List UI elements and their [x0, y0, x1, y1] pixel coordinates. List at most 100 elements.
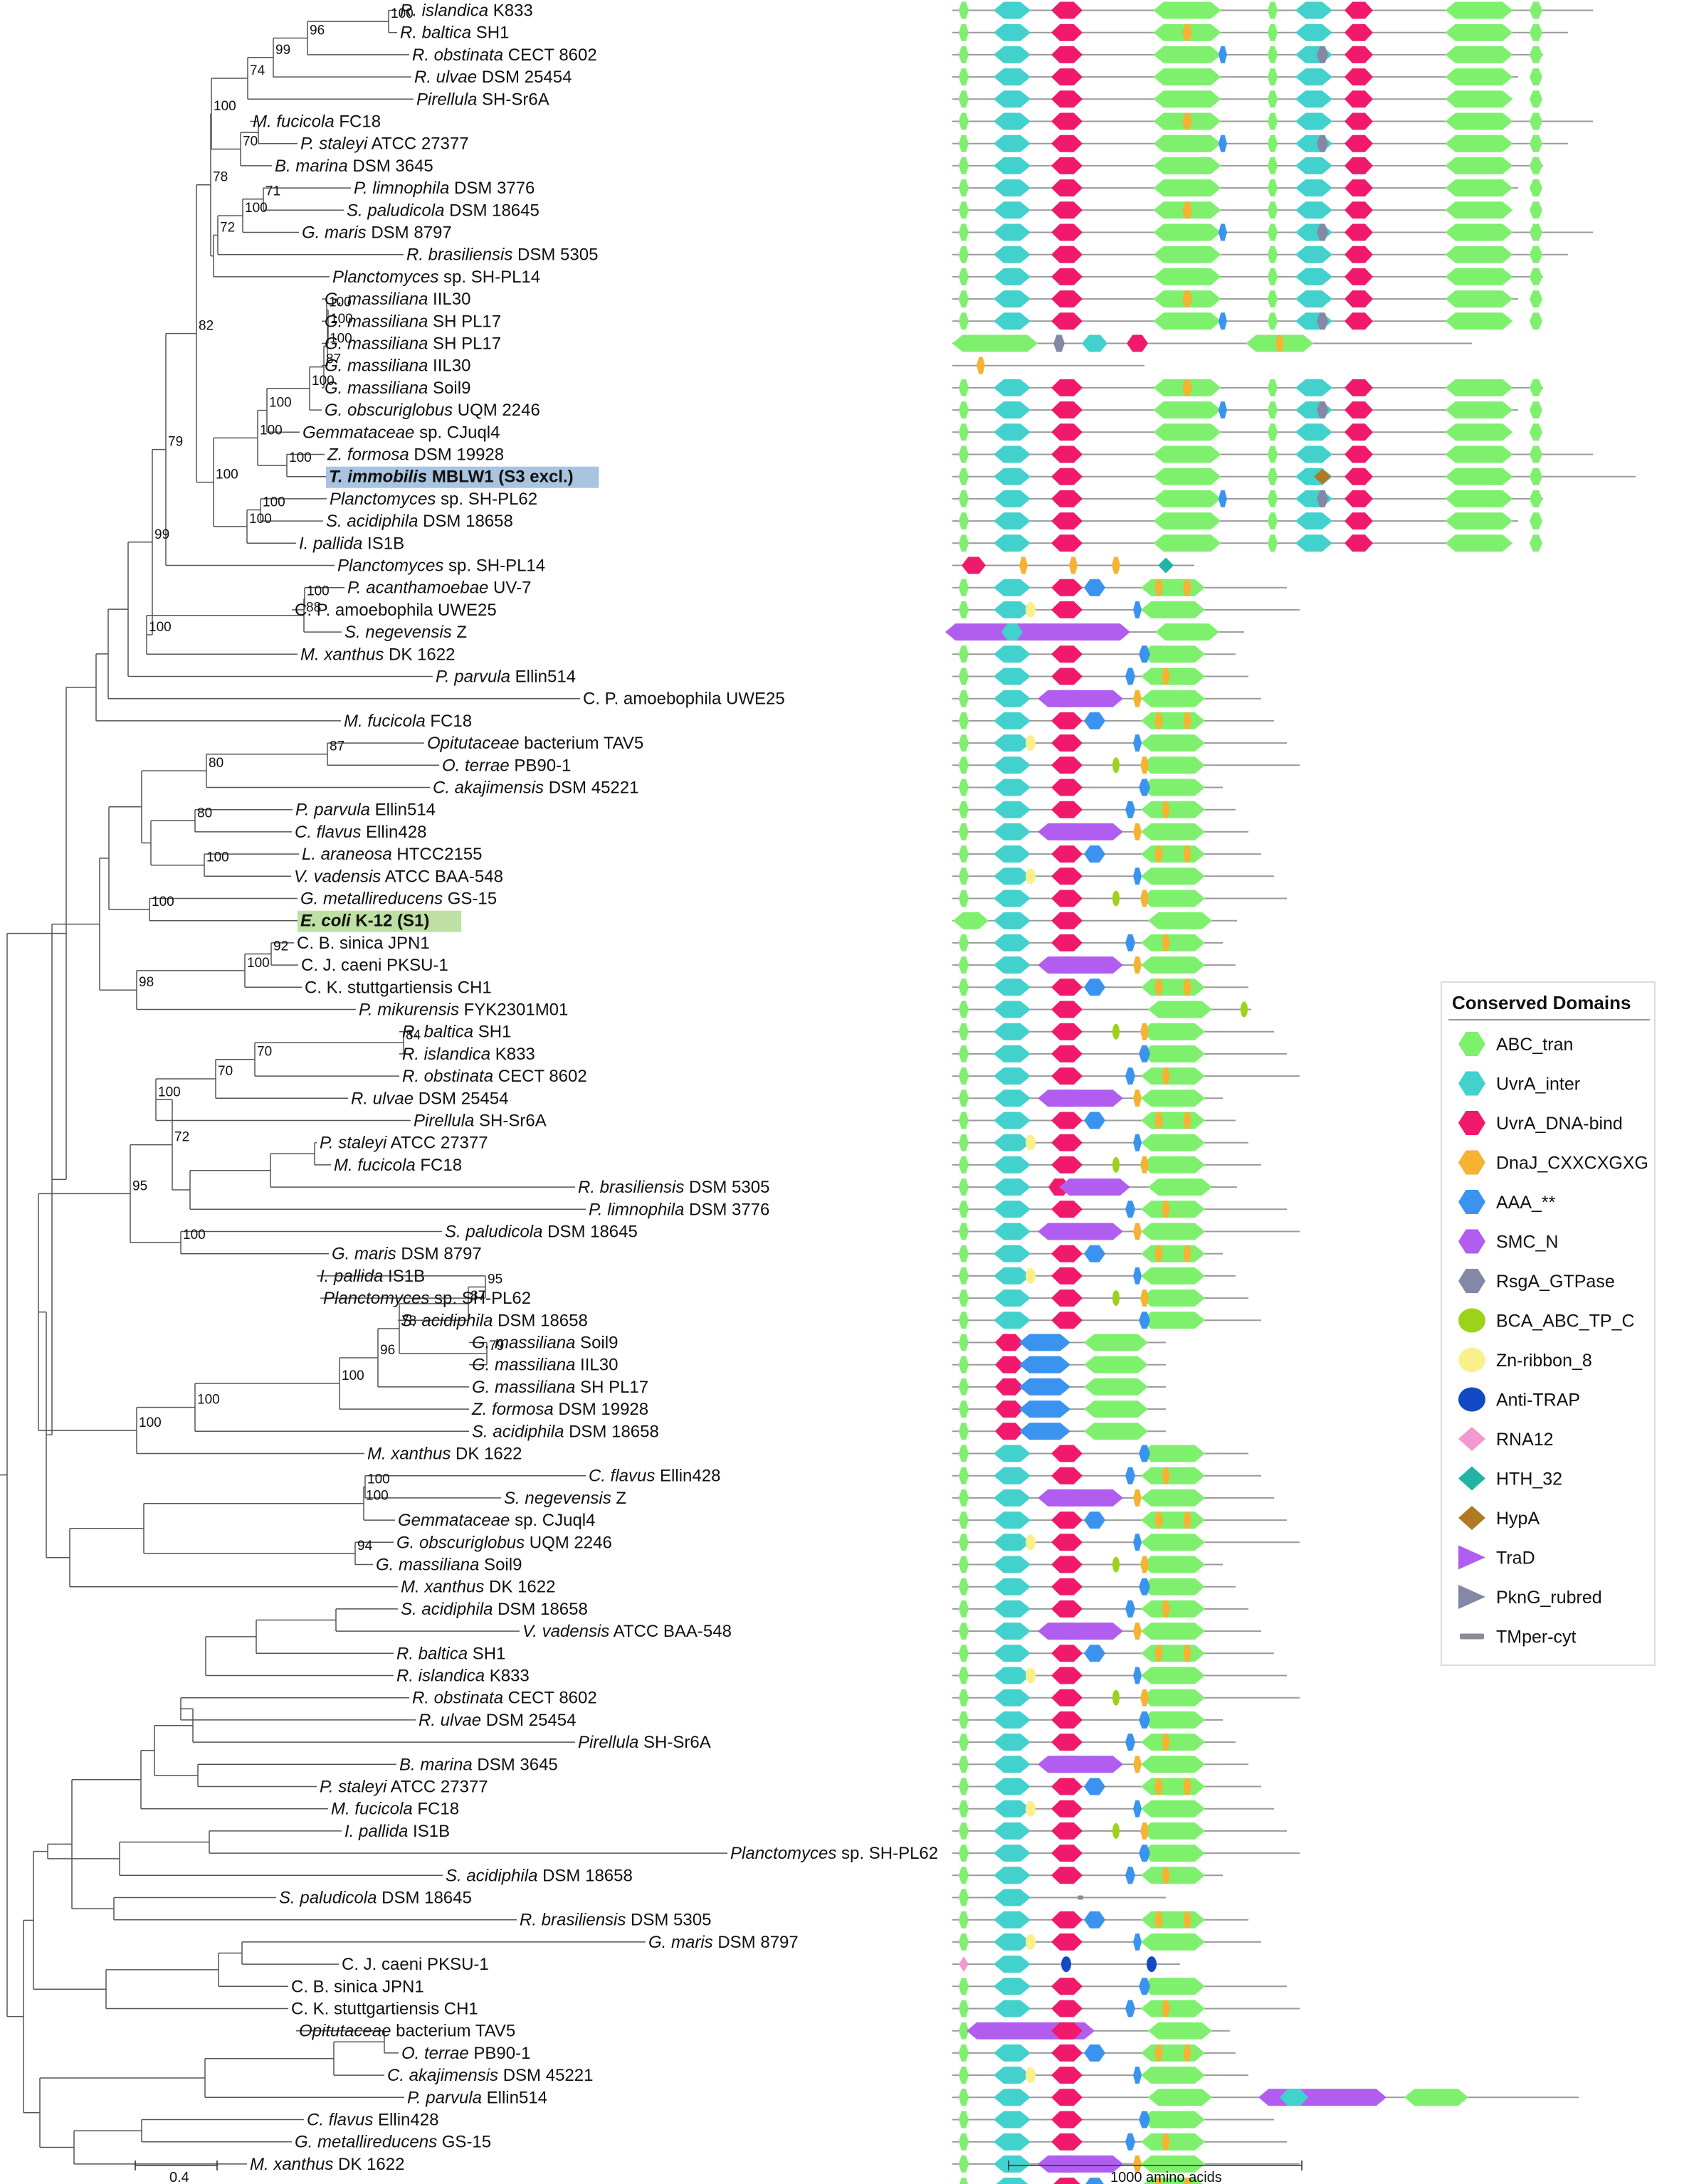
taxon-label: Pirellula SH-Sr6A — [414, 1112, 547, 1131]
strain-name: SH1 — [471, 23, 509, 43]
legend-label: AAA_** — [1496, 1193, 1556, 1213]
uvra-inter-domain — [994, 1445, 1031, 1462]
abc-tran-domain — [1141, 645, 1205, 663]
svg-text:B. marina DSM 3645: B. marina DSM 3645 — [399, 1755, 558, 1774]
svg-text:S. negevensis Z: S. negevensis Z — [344, 623, 467, 642]
protein-architecture — [952, 2089, 1579, 2106]
taxon-name: M. xanthus — [401, 1578, 484, 1597]
aaa--domain — [1125, 1600, 1135, 1618]
aaa--domain — [1084, 845, 1105, 863]
uvra-inter-domain — [994, 268, 1031, 285]
abc-tran-domain — [1268, 157, 1278, 174]
aaa--domain — [1133, 1667, 1142, 1684]
abc-tran-domain — [959, 1556, 969, 1573]
uvra-dna-bind-domain — [1344, 134, 1373, 152]
abc-tran-domain — [1141, 1267, 1205, 1284]
abc-tran-domain — [1141, 1756, 1205, 1773]
uvra-inter-domain — [994, 1845, 1031, 1862]
protein-architecture — [952, 1045, 1287, 1062]
protein-architecture — [952, 1800, 1274, 1818]
strain-name: SH-Sr6A — [477, 90, 549, 109]
taxon-label: C. K. stuttgartiensis CH1 — [291, 2000, 478, 2019]
zn-ribbon-8-domain — [1026, 735, 1036, 751]
bootstrap-value: 94 — [357, 1539, 373, 1553]
strain-name: UV-7 — [488, 579, 531, 598]
legend-label: TMper-cyt — [1496, 1628, 1577, 1647]
uvra-dna-bind-domain — [1053, 2178, 1080, 2184]
uvra-dna-bind-domain — [1051, 401, 1083, 419]
uvra-inter-domain — [994, 1534, 1031, 1551]
taxon-name: C. P. amoebophila — [583, 690, 722, 709]
legend-label: SMC_N — [1496, 1233, 1559, 1252]
uvra-dna-bind-domain — [1344, 201, 1373, 219]
taxon-name: G. massiliana — [325, 290, 428, 309]
bootstrap-value: 100 — [263, 495, 285, 510]
protein-architecture — [952, 756, 1300, 774]
taxon-label: C. B. sinica JPN1 — [291, 1977, 424, 1996]
protein-architecture — [952, 1645, 1274, 1662]
uvra-inter-domain — [994, 845, 1031, 863]
taxon-name: Z. formosa — [327, 445, 409, 465]
svg-text:C. J. caeni PKSU-1: C. J. caeni PKSU-1 — [342, 1955, 489, 1974]
protein-architecture — [952, 668, 1248, 685]
abc-tran-domain — [959, 1245, 969, 1262]
protein-architecture — [952, 1134, 1248, 1151]
abc-tran-domain — [1404, 2089, 1468, 2106]
bootstrap-value: 70 — [218, 1064, 233, 1079]
rna12-domain — [959, 1956, 969, 1973]
uvra-inter-domain — [994, 445, 1031, 463]
uvra-dna-bind-domain — [1051, 1023, 1083, 1040]
uvra-dna-bind-domain — [1344, 468, 1373, 485]
uvra-dna-bind-domain — [1051, 423, 1083, 441]
taxon-label: I. pallida IS1B — [344, 1822, 450, 1841]
svg-text:S. acidiphila DSM 18658: S. acidiphila DSM 18658 — [326, 512, 513, 531]
anti-trap-domain — [1147, 1956, 1157, 1973]
taxon-label: R. ulvae DSM 25454 — [419, 1711, 576, 1730]
protein-architecture — [952, 1689, 1300, 1706]
strain-name: DSM 18658 — [537, 1866, 632, 1885]
dnaj-cxxcxgxg-domain — [1183, 712, 1191, 729]
uvra-dna-bind-domain — [1344, 112, 1373, 130]
uvra-dna-bind-domain — [1051, 2022, 1083, 2040]
smc-n-domain — [1038, 2155, 1123, 2173]
abc-tran-domain — [1445, 290, 1513, 308]
strain-name: bacterium TAV5 — [519, 734, 643, 753]
svg-text:G. obscuriglobus UQM 2246: G. obscuriglobus UQM 2246 — [396, 1533, 612, 1552]
abc-tran-domain — [1445, 312, 1513, 330]
dnaj-cxxcxgxg-domain — [1019, 556, 1028, 574]
abc-tran-domain — [959, 112, 969, 130]
protein-architecture — [952, 134, 1568, 152]
abc-tran-domain — [1141, 1800, 1205, 1818]
uvra-inter-domain — [994, 1156, 1031, 1173]
abc-tran-domain — [1445, 468, 1513, 485]
protein-architecture — [952, 1178, 1237, 1196]
strain-name: sp. CJuql4 — [414, 423, 500, 442]
legend-label: RNA12 — [1496, 1430, 1554, 1450]
uvra-dna-bind-domain — [1051, 601, 1083, 618]
taxon-label: M. xanthus DK 1622 — [401, 1578, 555, 1597]
dnaj-cxxcxgxg-domain — [1162, 668, 1170, 685]
uvra-inter-domain — [994, 1489, 1031, 1507]
uvra-inter-domain — [1295, 445, 1332, 463]
dnaj-cxxcxgxg-domain — [1140, 890, 1149, 907]
uvra-dna-bind-domain — [1051, 845, 1083, 863]
abc-tran-domain — [1268, 534, 1278, 552]
aaa--domain — [1084, 1911, 1105, 1929]
protein-architecture — [952, 1467, 1261, 1484]
uvra-dna-bind-domain — [1051, 512, 1083, 530]
uvra-dna-bind-domain — [1344, 157, 1373, 174]
uvra-dna-bind-domain — [1051, 68, 1083, 86]
svg-text:C. B. sinica JPN1: C. B. sinica JPN1 — [297, 934, 430, 953]
legend-item: RNA12 — [1458, 1427, 1554, 1451]
legend-label: DnaJ_CXXCXGXG — [1496, 1154, 1648, 1173]
strain-name: IIL30 — [575, 1356, 618, 1375]
strain-name: DSM 3776 — [684, 1200, 769, 1219]
svg-text:L. araneosa HTCC2155: L. araneosa HTCC2155 — [302, 845, 482, 864]
strain-name: CH1 — [453, 978, 492, 997]
abc-tran-domain — [959, 1711, 969, 1729]
dnaj-cxxcxgxg-domain — [1162, 934, 1170, 951]
abc-tran-domain — [1141, 756, 1205, 774]
strain-name: ATCC BAA-548 — [609, 1622, 732, 1641]
uvra-inter-domain — [994, 690, 1031, 707]
taxon-name: M. fucicola — [253, 112, 335, 132]
